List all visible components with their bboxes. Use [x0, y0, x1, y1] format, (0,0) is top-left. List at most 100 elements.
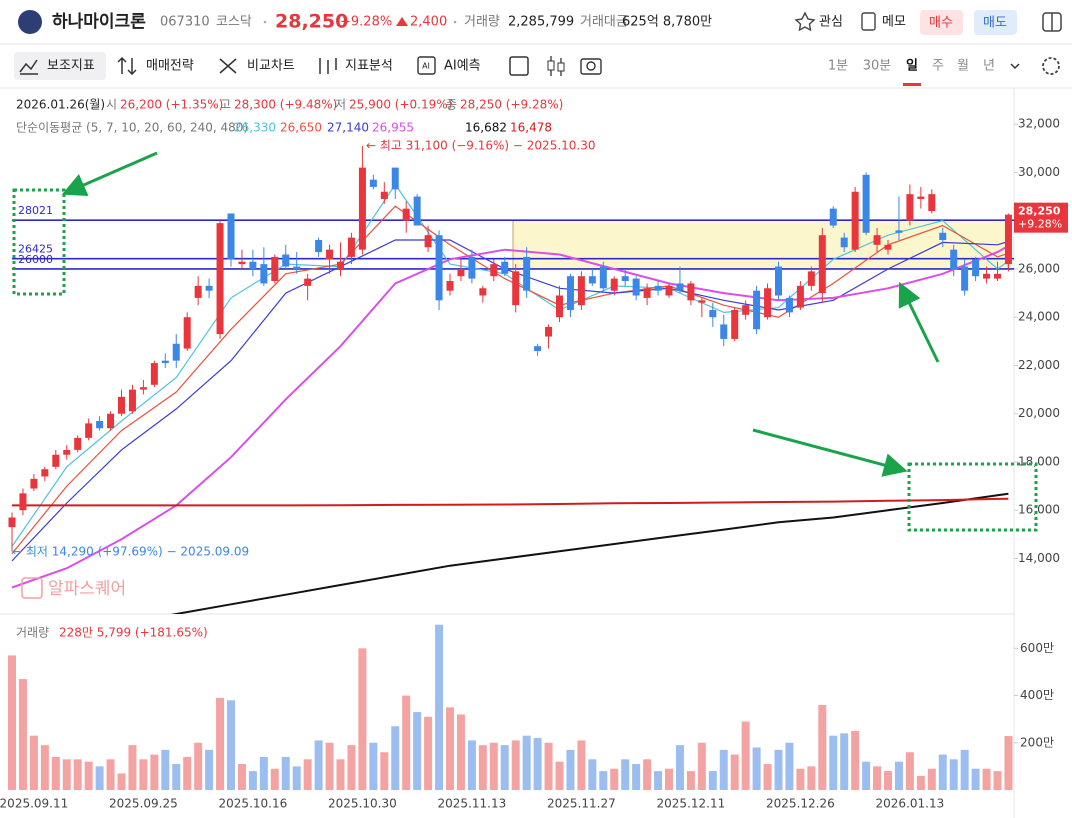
ma-value: 26,330 — [234, 121, 276, 135]
volume-bar — [544, 742, 553, 790]
candle-body — [161, 360, 169, 364]
candle-body — [556, 295, 563, 318]
price-tag-change: +9.28% — [1018, 218, 1062, 231]
volume-bar — [128, 745, 137, 790]
candle-body — [545, 326, 553, 337]
candle-body — [523, 256, 531, 291]
volume-bar — [643, 759, 652, 790]
volume-bar — [314, 740, 323, 790]
volume-bar — [938, 754, 947, 790]
sell-button-bg[interactable] — [974, 10, 1017, 35]
camera-icon[interactable] — [580, 58, 602, 75]
candle-body — [118, 396, 125, 414]
watermark: 알파스퀘어 — [48, 579, 126, 599]
candle-body — [873, 235, 881, 245]
candle-body — [326, 249, 334, 260]
memo-icon[interactable] — [861, 12, 876, 31]
candle-body — [150, 363, 158, 385]
ma-value: 27,140 — [327, 121, 369, 135]
tool[interactable]: 지표분석 — [345, 59, 393, 74]
level-label: 28021 — [18, 204, 53, 217]
candle-body — [139, 387, 147, 390]
price-tag — [1014, 202, 1068, 233]
svg-text:AI: AI — [422, 62, 430, 71]
period[interactable]: 1분 — [828, 59, 848, 74]
candle-body — [829, 208, 837, 226]
volume-bar — [18, 679, 27, 790]
volume-bar — [1004, 736, 1013, 790]
star-icon[interactable] — [794, 11, 816, 32]
period[interactable]: 주 — [932, 59, 944, 74]
candle-body — [391, 167, 399, 190]
candle-body — [566, 276, 574, 310]
active-tool-bg[interactable] — [14, 52, 106, 80]
period[interactable]: 월 — [957, 59, 969, 74]
period[interactable]: 30분 — [863, 59, 892, 74]
candle-body — [293, 266, 301, 269]
candle-body — [52, 454, 60, 467]
candle-body — [282, 254, 290, 267]
volume-bar — [949, 759, 958, 790]
ma-value: 26,955 — [372, 121, 414, 135]
volume-bar — [391, 726, 400, 790]
period[interactable]: 년 — [983, 59, 995, 74]
volume-label: 거래량 — [464, 15, 500, 30]
candle-body — [424, 235, 432, 248]
x-tick-label: 2025.10.30 — [328, 797, 397, 811]
candle-body — [698, 300, 706, 303]
candle-body — [775, 266, 782, 296]
tool[interactable]: AI예측 — [444, 59, 481, 74]
candle-body — [216, 223, 224, 335]
stock-name[interactable]: 하나마이크론 — [52, 12, 146, 32]
candle-body — [490, 264, 498, 277]
level-label: 26425 — [18, 243, 53, 256]
volume-bar — [774, 749, 783, 790]
settings-icon[interactable] — [1042, 57, 1060, 75]
candle-body — [862, 174, 870, 233]
memo-button[interactable]: 메모 — [882, 15, 906, 30]
tool[interactable]: 매매전략 — [146, 59, 194, 74]
volume-bar — [873, 766, 882, 790]
volume-bar — [566, 749, 575, 790]
period[interactable]: 일 — [906, 59, 918, 74]
candle-body — [249, 261, 257, 269]
candle-body — [851, 191, 859, 250]
volume-bar — [84, 761, 93, 790]
y-tick-label: 24,000 — [1018, 310, 1060, 324]
watch-button[interactable]: 관심 — [819, 15, 843, 30]
x-tick-label: 2025.09.25 — [109, 797, 178, 811]
buy-button[interactable]: 매수 — [929, 16, 953, 31]
volume-bar — [413, 712, 422, 790]
volume-bar — [117, 773, 126, 790]
volume-y-tick-label: 400만 — [1020, 688, 1054, 702]
volume-bar — [840, 733, 849, 790]
sell-button[interactable]: 매도 — [983, 16, 1007, 31]
y-tick-label: 18,000 — [1018, 454, 1060, 468]
candle-body — [742, 305, 750, 315]
volume-bar — [161, 749, 170, 790]
tool[interactable]: 보조지표 — [47, 59, 95, 74]
candle-body — [939, 232, 947, 241]
candle-body — [807, 271, 815, 286]
candle-body — [30, 478, 38, 489]
price: 28,250 — [275, 11, 348, 33]
candle-body — [347, 237, 355, 257]
candle-body — [194, 285, 202, 298]
tool[interactable]: 비교차트 — [247, 59, 295, 74]
volume-bar — [402, 695, 411, 790]
candle-body — [676, 283, 684, 291]
volume-bar — [599, 771, 608, 790]
candle-body — [271, 256, 279, 282]
volume-y-tick-label: 600만 — [1020, 641, 1054, 655]
y-tick-label: 30,000 — [1018, 165, 1060, 179]
buy-button-bg[interactable] — [920, 10, 963, 35]
candle-body — [183, 317, 191, 349]
volume-bar — [467, 740, 476, 790]
candle-body — [107, 413, 115, 429]
checkbox[interactable] — [509, 56, 529, 76]
volume-bar — [665, 768, 673, 790]
candle-body — [928, 194, 936, 212]
volume-bar — [675, 745, 684, 790]
candle-body — [577, 276, 585, 306]
candle-body — [972, 259, 980, 277]
